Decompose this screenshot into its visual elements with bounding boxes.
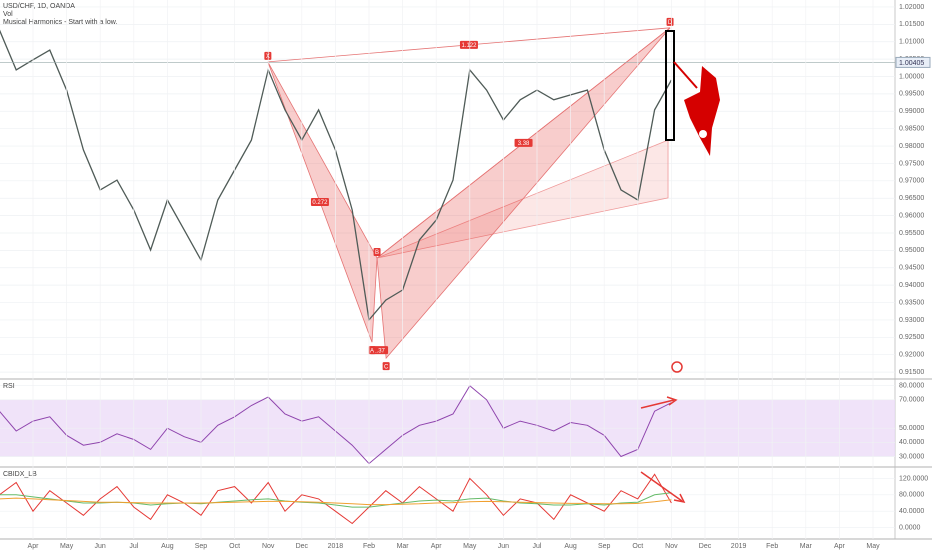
y-tick-label: 1.00000 (899, 73, 924, 80)
x-tick-label: Mar (800, 543, 813, 550)
x-tick-label: May (866, 543, 880, 550)
ratio-label: 0.272 (312, 200, 328, 206)
x-tick-label: 2018 (328, 543, 344, 550)
y-tick-label: 0.96500 (899, 195, 924, 202)
y-tick-label: 0.95000 (899, 247, 924, 254)
y-tick-label: 0.95500 (899, 230, 924, 237)
y-tick-label: 0.91500 (899, 369, 924, 376)
x-tick-label: Mar (397, 543, 410, 550)
y-tick-label: 0.99500 (899, 91, 924, 98)
point-label: D (668, 20, 673, 26)
x-tick-label: 2019 (731, 543, 747, 550)
y-tick-label: 70.0000 (899, 397, 924, 404)
x-tick-label: Aug (564, 543, 577, 550)
point-label: C (384, 364, 389, 370)
y-tick-label: 0.93500 (899, 299, 924, 306)
y-tick-label: 40.0000 (899, 439, 924, 446)
point-box (373, 248, 381, 257)
x-tick-label: Sep (598, 543, 611, 550)
x-tick-label: Jul (129, 543, 138, 550)
ratio-box (514, 138, 533, 147)
series-line (0, 473, 672, 525)
arrow-line (673, 61, 698, 89)
x-tick-label: Oct (229, 543, 240, 550)
last-price-label: 1.00405 (899, 60, 924, 67)
y-tick-label: 0.97500 (899, 160, 924, 167)
y-tick-label: 1.02000 (899, 4, 924, 11)
x-tick-label: Feb (363, 543, 375, 550)
y-tick-label: 0.96000 (899, 212, 924, 219)
panel-label: Musical Harmonics - Start with a low. (3, 19, 117, 26)
x-tick-label: Feb (766, 543, 778, 550)
point-label: B (375, 250, 379, 256)
y-tick-label: 120.0000 (899, 475, 928, 482)
cbidx-arrow (640, 471, 683, 502)
x-tick-label: May (60, 543, 74, 550)
x-tick-label: Oct (632, 543, 643, 550)
x-tick-label: Nov (665, 543, 678, 550)
highlight-box (665, 30, 675, 141)
x-tick-label: Apr (834, 543, 846, 550)
last-price-box (895, 56, 931, 68)
y-tick-label: 1.01000 (899, 39, 924, 46)
panel-title: RSI (3, 383, 15, 390)
point-box (382, 362, 390, 371)
y-tick-label: 0.94000 (899, 282, 924, 289)
cbidx-arrow-head (673, 493, 686, 504)
x-tick-label: Jun (498, 543, 509, 550)
x-tick-label: Apr (28, 543, 40, 550)
x-tick-label: Aug (161, 543, 174, 550)
x-tick-label: Dec (699, 543, 712, 550)
x-tick-label: Dec (296, 543, 309, 550)
ratio-box (459, 40, 478, 49)
y-tick-label: 0.92000 (899, 352, 924, 359)
y-tick-label: 0.99000 (899, 108, 924, 115)
point-box (666, 17, 674, 26)
x-tick-label: Jul (533, 543, 542, 550)
rsi-arrow-head (666, 396, 678, 406)
rsi-arrow (640, 399, 675, 409)
y-tick-label: 0.98500 (899, 126, 924, 133)
point-label: A (370, 348, 374, 354)
y-tick-label: 0.0000 (899, 524, 921, 531)
y-tick-label: 0.94500 (899, 265, 924, 272)
y-tick-label: 30.0000 (899, 453, 924, 460)
panel-label: Vol (3, 11, 13, 18)
marker (671, 361, 683, 373)
rocket-window (699, 130, 707, 138)
x-tick-label: Nov (262, 543, 275, 550)
y-tick-label: 80.0000 (899, 492, 924, 499)
y-tick-label: 1.01500 (899, 21, 924, 28)
ratio-label: 1.122 (461, 43, 477, 49)
y-tick-label: 50.0000 (899, 425, 924, 432)
x-tick-label: Sep (195, 543, 208, 550)
y-tick-label: 80.0000 (899, 383, 924, 390)
rocket-drawing (684, 66, 720, 156)
y-tick-label: 40.0000 (899, 508, 924, 515)
panel-title: CBIDX_LB (3, 471, 37, 478)
y-tick-label: 0.93000 (899, 317, 924, 324)
x-tick-label: May (463, 543, 477, 550)
point-box (368, 346, 376, 355)
panel-title: USD/CHF, 1D, OANDA (3, 3, 75, 10)
x-tick-label: Jun (95, 543, 106, 550)
series-line (0, 497, 672, 506)
ratio-label: 3.38 (518, 141, 530, 147)
annotations (640, 30, 720, 504)
y-tick-label: 0.97000 (899, 178, 924, 185)
y-tick-label: 0.92500 (899, 334, 924, 341)
ratio-box (310, 198, 329, 207)
y-tick-label: 0.98000 (899, 143, 924, 150)
x-tick-label: Apr (431, 543, 443, 550)
ratio-label: 1.37 (373, 348, 385, 354)
